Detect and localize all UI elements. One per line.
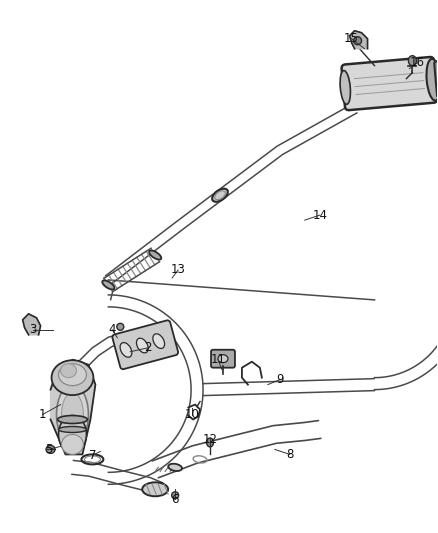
Text: 9: 9: [276, 373, 283, 386]
Ellipse shape: [61, 434, 83, 455]
Text: 4: 4: [109, 324, 116, 336]
Ellipse shape: [59, 364, 86, 385]
Text: 1: 1: [39, 408, 46, 421]
Polygon shape: [23, 314, 41, 335]
Polygon shape: [50, 360, 95, 455]
Ellipse shape: [117, 324, 124, 330]
FancyBboxPatch shape: [211, 350, 235, 368]
Ellipse shape: [142, 482, 168, 496]
Ellipse shape: [57, 385, 88, 445]
Text: 14: 14: [312, 208, 327, 222]
Ellipse shape: [60, 364, 77, 378]
Text: 13: 13: [171, 263, 186, 277]
Ellipse shape: [59, 426, 86, 432]
Text: 11: 11: [211, 353, 226, 366]
Text: 15: 15: [344, 32, 359, 45]
Text: 8: 8: [286, 448, 293, 461]
FancyBboxPatch shape: [342, 57, 437, 110]
Ellipse shape: [137, 338, 148, 353]
Polygon shape: [350, 31, 367, 49]
FancyBboxPatch shape: [112, 320, 178, 369]
Text: 3: 3: [29, 324, 36, 336]
Text: 6: 6: [171, 493, 179, 506]
Ellipse shape: [120, 343, 132, 357]
Ellipse shape: [149, 251, 161, 260]
Text: 10: 10: [185, 408, 200, 421]
Ellipse shape: [168, 464, 182, 471]
Ellipse shape: [46, 446, 55, 454]
Ellipse shape: [102, 280, 114, 289]
Text: 16: 16: [410, 56, 425, 69]
Ellipse shape: [207, 438, 213, 447]
Ellipse shape: [61, 393, 83, 437]
Ellipse shape: [408, 55, 417, 66]
Ellipse shape: [427, 59, 438, 101]
Text: 7: 7: [88, 449, 96, 462]
Ellipse shape: [57, 416, 88, 424]
Ellipse shape: [172, 492, 179, 499]
Ellipse shape: [218, 355, 228, 362]
FancyBboxPatch shape: [434, 60, 438, 97]
Ellipse shape: [212, 189, 228, 202]
Ellipse shape: [153, 334, 165, 349]
Ellipse shape: [340, 70, 350, 104]
Text: 12: 12: [202, 433, 218, 446]
Ellipse shape: [353, 37, 361, 45]
Text: 2: 2: [145, 341, 152, 354]
Ellipse shape: [52, 360, 93, 395]
Text: 5: 5: [45, 443, 52, 456]
Ellipse shape: [59, 416, 86, 454]
